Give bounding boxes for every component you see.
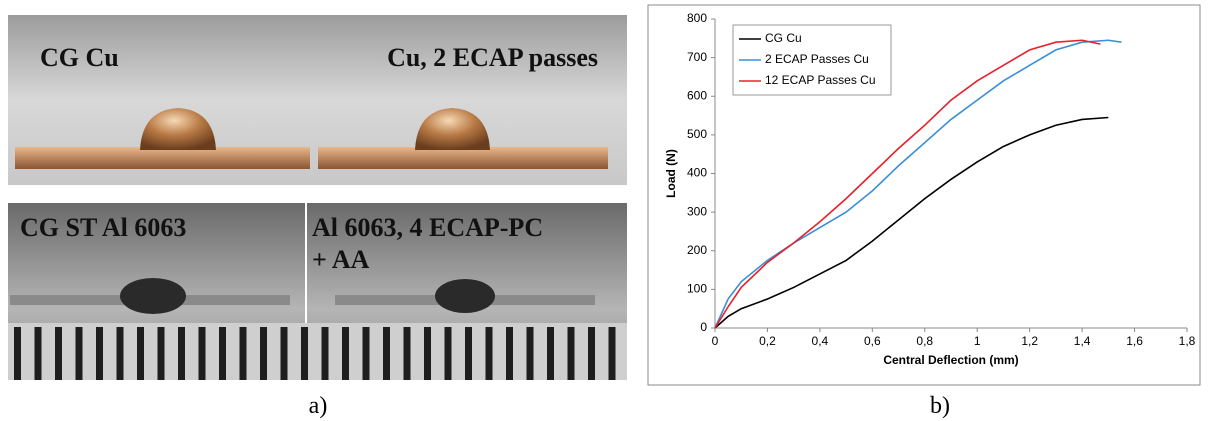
ruler-tick (445, 327, 452, 380)
caption: a) (309, 393, 328, 419)
x-tick-label: 1,8 (1179, 334, 1196, 348)
x-axis-label: Central Deflection (mm) (883, 353, 1018, 367)
photo-label: CG Cu (40, 43, 119, 72)
ruler-tick (301, 327, 308, 380)
ruler-tick (363, 327, 370, 380)
y-tick-label: 400 (687, 166, 707, 180)
y-tick-label: 600 (687, 88, 707, 102)
y-tick-label: 100 (687, 282, 707, 296)
plate (15, 147, 310, 169)
ruler-tick (486, 327, 493, 380)
dome (120, 278, 186, 314)
x-tick-label: 0,2 (759, 334, 776, 348)
x-tick-label: 1,6 (1126, 334, 1143, 348)
ruler-tick (240, 327, 247, 380)
y-tick-label: 200 (687, 243, 707, 257)
photo-label: CG ST Al 6063 (20, 213, 186, 242)
y-tick-label: 500 (687, 127, 707, 141)
ruler-tick (137, 327, 144, 380)
ruler-tick (35, 327, 42, 380)
ruler-tick (588, 327, 595, 380)
plate (318, 147, 608, 169)
ruler-tick (14, 327, 21, 380)
ruler-tick (117, 327, 124, 380)
x-tick-label: 1,2 (1021, 334, 1038, 348)
ruler-tick (424, 327, 431, 380)
legend-label: 2 ECAP Passes Cu (765, 52, 869, 66)
ruler-tick (260, 327, 267, 380)
x-tick-label: 0,6 (864, 334, 881, 348)
photo-label: Al 6063, 4 ECAP-PC (312, 213, 543, 242)
ruler-tick (404, 327, 411, 380)
photo-label: + AA (312, 245, 370, 274)
photo-label: Cu, 2 ECAP passes (387, 43, 598, 72)
x-tick-label: 0 (712, 334, 719, 348)
ruler-tick (76, 327, 83, 380)
ruler-tick (281, 327, 288, 380)
caption: b) (930, 393, 950, 419)
ruler-tick (322, 327, 329, 380)
y-tick-label: 700 (687, 50, 707, 64)
ruler-tick (383, 327, 390, 380)
y-tick-label: 0 (700, 320, 707, 334)
figure: CG Cu Cu, 2 ECAP passes CG ST Al 6063 Al… (0, 0, 1209, 421)
ruler-tick (609, 327, 616, 380)
ruler-tick (527, 327, 534, 380)
y-tick-label: 800 (687, 11, 707, 25)
x-tick-label: 0,4 (812, 334, 829, 348)
ruler-tick (506, 327, 513, 380)
dome (435, 279, 495, 313)
ruler-tick (342, 327, 349, 380)
ruler-tick (547, 327, 554, 380)
legend-label: CG Cu (765, 31, 802, 45)
ruler-tick (568, 327, 575, 380)
ruler-tick (55, 327, 62, 380)
y-axis-label: Load (N) (664, 149, 678, 198)
ruler-tick (199, 327, 206, 380)
ruler-tick (178, 327, 185, 380)
x-tick-label: 1,4 (1074, 334, 1091, 348)
ruler-tick (96, 327, 103, 380)
ruler-tick (219, 327, 226, 380)
ruler-tick (465, 327, 472, 380)
legend-label: 12 ECAP Passes Cu (765, 73, 876, 87)
x-tick-label: 1 (974, 334, 981, 348)
y-tick-label: 300 (687, 204, 707, 218)
x-tick-label: 0,8 (916, 334, 933, 348)
ruler-tick (158, 327, 165, 380)
